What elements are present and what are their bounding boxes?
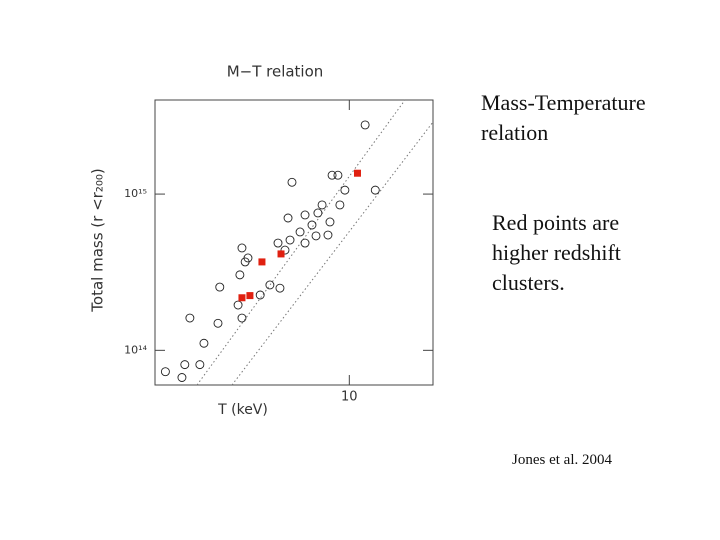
point — [317, 200, 327, 210]
point — [235, 270, 245, 280]
point — [237, 313, 247, 323]
point — [295, 227, 305, 237]
point — [237, 243, 247, 253]
x-tick-label: 10 — [341, 390, 358, 405]
note: Red points are higher redshift clusters. — [492, 210, 621, 295]
point — [213, 318, 223, 328]
point — [300, 210, 310, 220]
relation-line — [231, 121, 434, 386]
point — [275, 283, 285, 293]
point — [327, 170, 337, 180]
y-axis-label: Total mass (r <r₂₀₀) — [89, 168, 107, 312]
point — [160, 367, 170, 377]
point — [353, 169, 361, 177]
point — [199, 338, 209, 348]
point — [370, 185, 380, 195]
point — [240, 257, 250, 267]
heading: Mass-Temperature relation — [481, 90, 646, 145]
point — [233, 300, 243, 310]
point — [265, 280, 275, 290]
plot-frame — [154, 99, 434, 386]
point — [255, 290, 265, 300]
point — [277, 250, 285, 258]
point — [323, 230, 333, 240]
point — [258, 258, 266, 266]
point — [177, 373, 187, 382]
point — [300, 238, 310, 248]
point — [273, 238, 283, 248]
point — [287, 177, 297, 187]
point — [180, 360, 190, 370]
point — [313, 208, 323, 218]
y-tick-label: 10¹⁵ — [124, 187, 147, 200]
point — [246, 292, 254, 300]
chart-title: M−T relation — [227, 63, 324, 81]
credit: Jones et al. 2004 — [512, 452, 612, 468]
point — [185, 313, 195, 323]
point — [195, 360, 205, 370]
point — [283, 213, 293, 223]
x-axis-label: T (keV) — [217, 402, 268, 418]
point — [340, 185, 350, 195]
point — [311, 231, 321, 241]
point — [307, 220, 317, 230]
point — [333, 170, 343, 180]
point — [335, 200, 345, 210]
point — [215, 282, 225, 292]
y-tick-label: 10¹⁴ — [124, 343, 147, 356]
point — [285, 235, 295, 245]
point — [238, 294, 246, 302]
point — [360, 120, 370, 130]
point — [280, 245, 290, 255]
point — [325, 217, 335, 227]
